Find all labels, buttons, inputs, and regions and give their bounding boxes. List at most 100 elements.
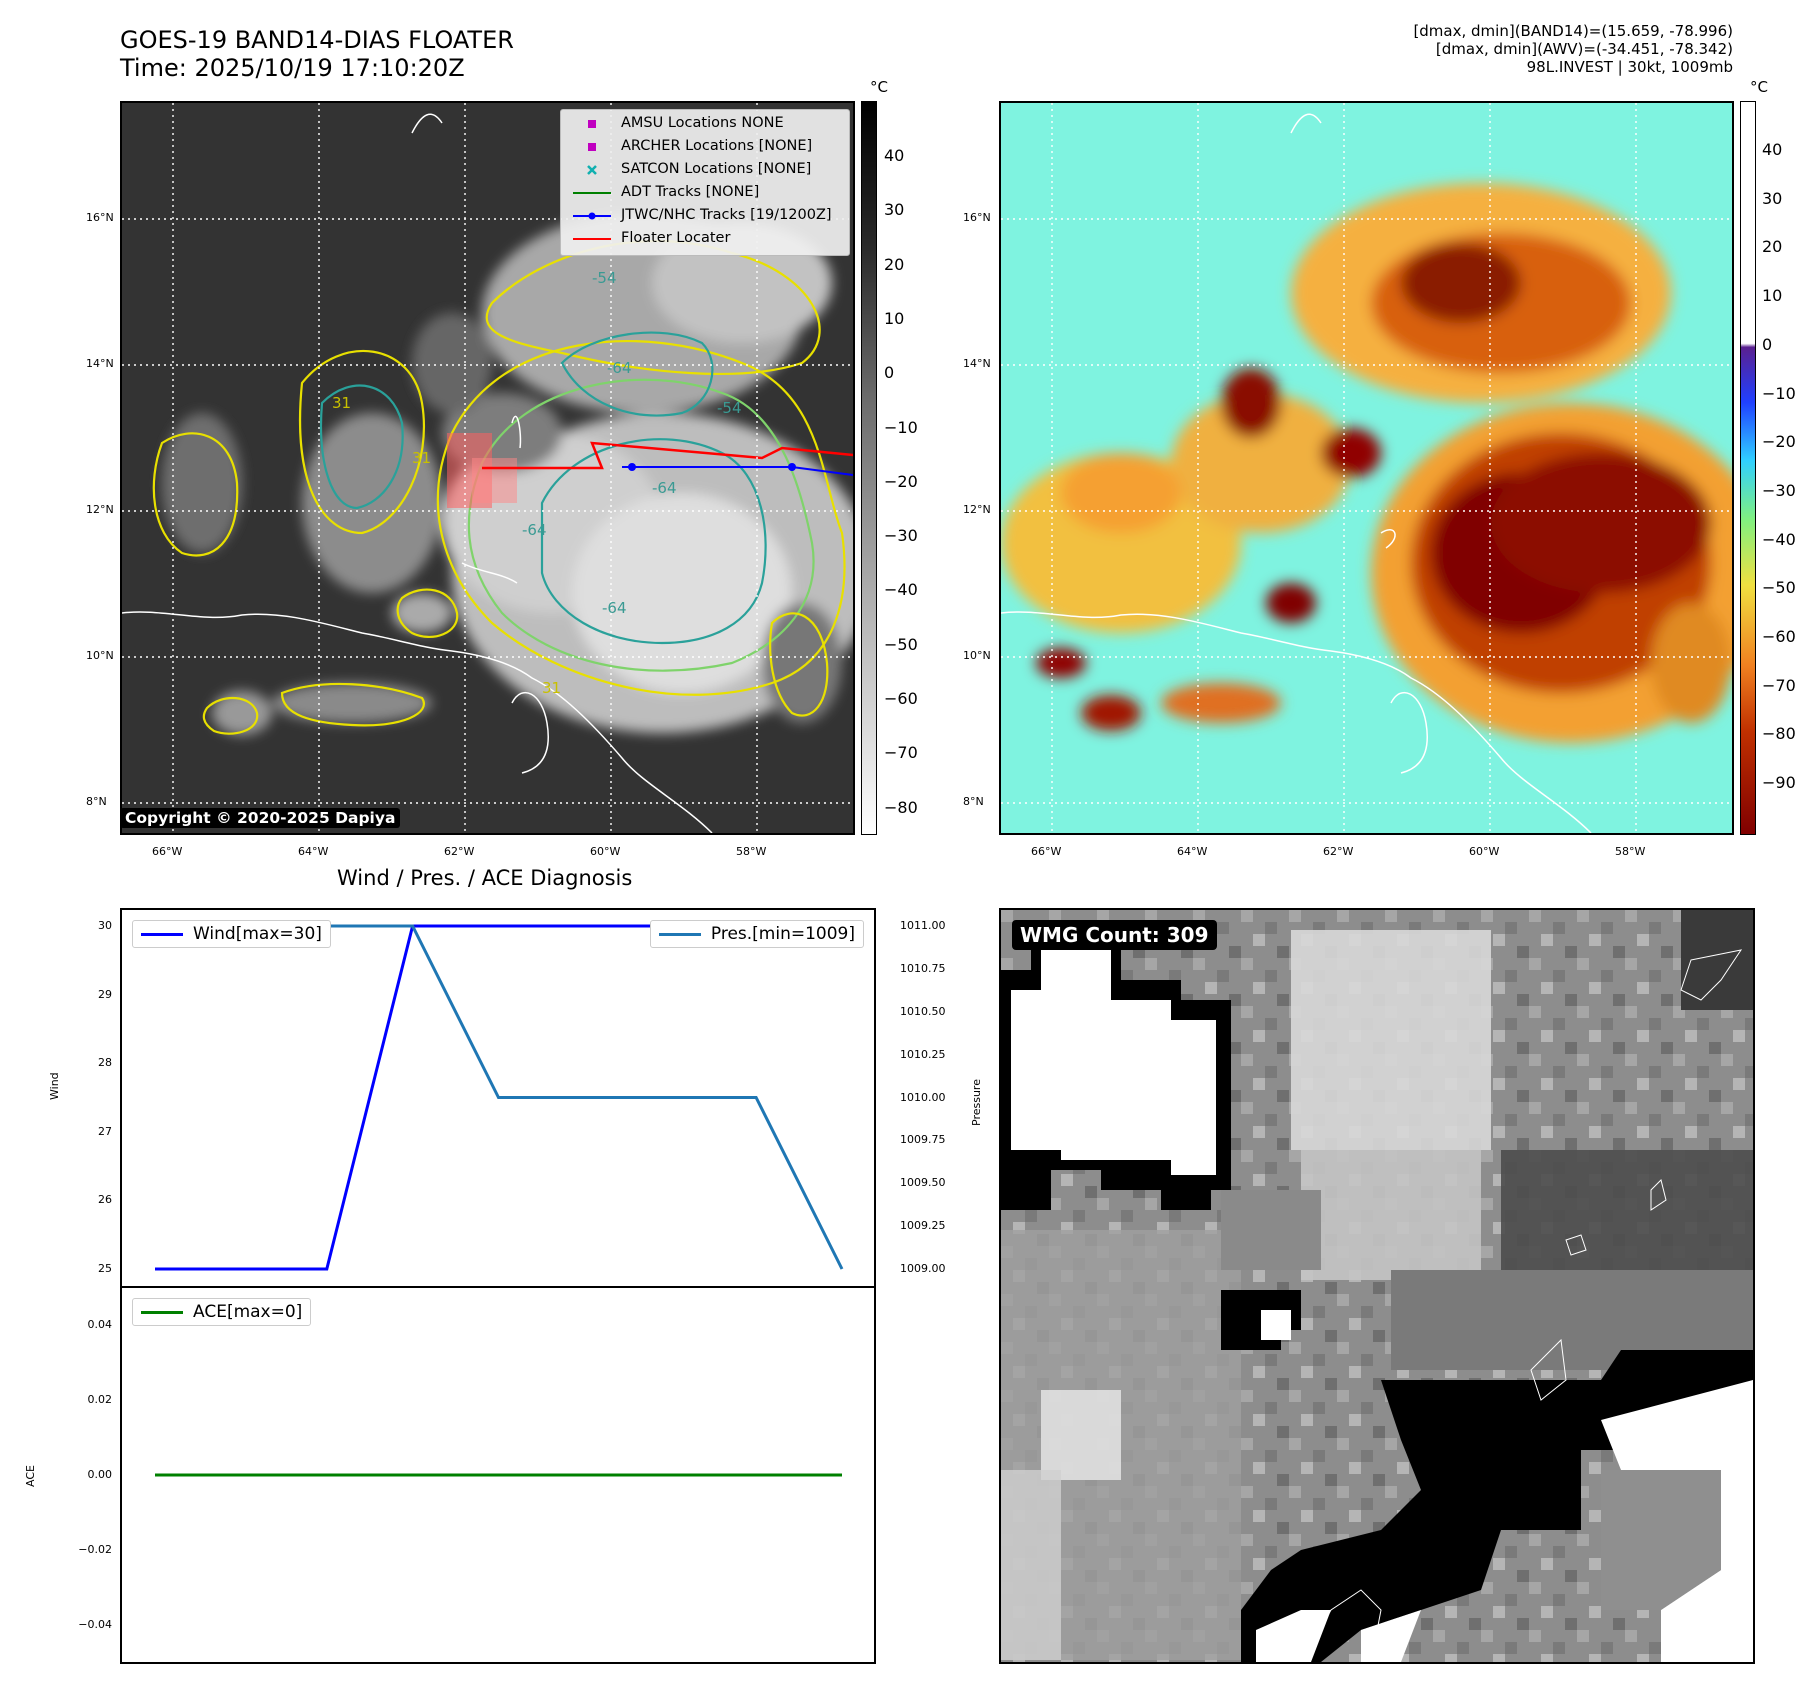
colorbar-right-tick: −10	[1762, 383, 1796, 403]
title-line-2: Time: 2025/10/19 17:10:20Z	[120, 54, 465, 82]
wind-axis-tick: 28	[98, 1056, 112, 1070]
colorbar-left-tick: 10	[884, 308, 905, 328]
lon-label: 60°W	[590, 845, 621, 858]
colorbar-left-tick: 0	[884, 363, 895, 383]
colorbar-right-tick: 30	[1762, 188, 1783, 208]
pressure-axis-tick: 1010.00	[900, 1090, 946, 1104]
contour-label-group: -54 -64 -64 -54 -64 -64	[522, 269, 742, 617]
title-line-1: GOES-19 BAND14-DIAS FLOATER	[120, 26, 514, 54]
wind-axis-tick: 29	[98, 987, 112, 1001]
figure-info: [dmax, dmin](BAND14)=(15.659, -78.996) […	[1413, 22, 1733, 76]
ace-axis-tick: 0.00	[87, 1468, 113, 1481]
contour-label: -64	[607, 359, 632, 377]
colorbar-right-tick: −90	[1762, 773, 1796, 793]
colorbar-left	[861, 101, 877, 835]
pressure-axis-tick: 1011.00	[900, 919, 946, 932]
line-dot-marker-icon	[573, 212, 611, 220]
lon-label: 64°W	[1177, 845, 1208, 858]
square-marker-icon	[588, 143, 596, 151]
pressure-axis-tick: 1009.00	[900, 1262, 946, 1275]
ace-legend: ACE[max=0]	[132, 1298, 312, 1326]
lat-label: 16°N	[963, 211, 991, 224]
info-line-2: [dmax, dmin](AWV)=(-34.451, -78.342)	[1435, 40, 1733, 58]
pressure-legend: Pres.[min=1009]	[649, 920, 864, 948]
lat-label: 10°N	[963, 649, 991, 662]
lat-label: 12°N	[963, 503, 991, 516]
wind-axis-label: Wind	[48, 1072, 61, 1100]
lon-label: 60°W	[1469, 845, 1500, 858]
colorbar-left-tick: −10	[884, 417, 918, 437]
colorbar-right-tick: 40	[1762, 140, 1783, 159]
square-marker-icon	[588, 120, 596, 128]
contour-label-group-yellow: 31 31 31	[332, 394, 561, 697]
lat-label: 8°N	[86, 795, 107, 808]
colorbar-left-tick: −40	[884, 580, 918, 600]
lon-label: 64°W	[298, 845, 329, 858]
map-gridlines	[1001, 103, 1732, 833]
lon-label: 58°W	[736, 845, 767, 858]
awv-map-panel	[999, 101, 1734, 835]
ace-axis-tick: −0.04	[78, 1617, 112, 1631]
ace-axis-tick: 0.02	[87, 1393, 113, 1407]
diagnosis-title: Wind / Pres. / ACE Diagnosis	[337, 866, 633, 890]
wind-pressure-panel: Wind[max=30] Pres.[min=1009]	[120, 908, 876, 1288]
ace-axis-label: ACE	[24, 1465, 37, 1487]
contour-label: 31	[412, 449, 431, 467]
pressure-axis-tick: 1009.75	[900, 1133, 946, 1147]
wind-axis-tick: 27	[98, 1124, 112, 1138]
ace-legend-line	[141, 1310, 183, 1314]
wind-pressure-svg	[155, 924, 844, 1271]
colorbar-right-tick: −70	[1762, 675, 1796, 695]
colorbar-left-tick: −60	[884, 689, 918, 708]
pressure-axis-tick: 1009.25	[900, 1219, 946, 1233]
wind-axis-tick: 30	[98, 919, 112, 932]
lat-label: 12°N	[86, 503, 114, 516]
lon-label: 58°W	[1615, 845, 1646, 858]
awv-field	[1001, 183, 1732, 743]
wind-axis-tick: 25	[98, 1262, 112, 1275]
copyright-badge: Copyright © 2020-2025 Dapiya	[120, 808, 401, 828]
lat-label: 8°N	[963, 795, 984, 808]
ace-axis-tick: −0.02	[78, 1542, 112, 1556]
pressure-axis-tick: 1010.25	[900, 1047, 946, 1061]
colorbar-right-tick: −30	[1762, 480, 1796, 500]
line-marker-icon	[573, 192, 611, 194]
colorbar-left-tick: −80	[884, 797, 918, 817]
lat-label: 14°N	[963, 357, 991, 370]
ace-axis-tick: 0.04	[87, 1318, 113, 1332]
contour-label: 31	[332, 394, 351, 412]
ace-svg	[155, 1473, 842, 1477]
colorbar-left-unit: °C	[870, 78, 888, 96]
colorbar-right-tick: −60	[1762, 627, 1796, 646]
pressure-axis-tick: 1010.50	[900, 1004, 946, 1018]
colorbar-left-tick: 20	[884, 254, 905, 274]
pressure-series-line	[155, 924, 844, 1270]
contour-label: -54	[592, 269, 617, 287]
colorbar-right-unit: °C	[1750, 78, 1768, 96]
line-marker-icon	[573, 238, 611, 240]
colorbar-right-tick: 0	[1762, 334, 1773, 354]
floater-locater-line	[482, 441, 853, 470]
info-line-3: 98L.INVEST | 30kt, 1009mb	[1526, 58, 1733, 76]
lat-label: 16°N	[86, 211, 114, 224]
wmg-svg	[1001, 910, 1753, 1662]
pressure-legend-line	[658, 932, 701, 936]
pressure-axis-label: Pressure	[970, 1079, 983, 1126]
lat-label: 10°N	[86, 649, 114, 662]
wind-legend: Wind[max=30]	[132, 920, 331, 948]
x-marker-icon	[587, 165, 597, 175]
jtwc-track-point	[628, 463, 636, 471]
colorbar-left-tick: 40	[884, 146, 905, 165]
awv-map-svg	[1001, 103, 1732, 833]
jtwc-track-point	[788, 463, 796, 471]
colorbar-right-tick: −20	[1762, 432, 1796, 452]
colorbar-right-tick: −50	[1762, 578, 1796, 598]
coastline	[122, 113, 713, 833]
colorbar-right-tick: 20	[1762, 237, 1783, 257]
lon-label: 62°W	[444, 845, 475, 858]
wmg-panel	[999, 908, 1755, 1664]
wind-axis-tick: 26	[98, 1193, 112, 1207]
contour-label: -64	[522, 521, 547, 539]
colorbar-left-tick: −20	[884, 471, 918, 491]
colorbar-right-tick: −40	[1762, 529, 1796, 549]
